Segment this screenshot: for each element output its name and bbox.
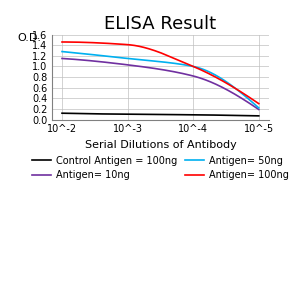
- Antigen= 10ng: [257, 108, 261, 111]
- Control Antigen = 100ng: [136, 112, 140, 116]
- X-axis label: Serial Dilutions of Antibody: Serial Dilutions of Antibody: [85, 140, 236, 150]
- Line: Antigen= 10ng: Antigen= 10ng: [62, 58, 259, 110]
- Control Antigen = 100ng: [60, 111, 64, 115]
- Control Antigen = 100ng: [140, 112, 143, 116]
- Antigen= 100ng: [136, 44, 140, 48]
- Text: O.D.: O.D.: [18, 33, 42, 43]
- Antigen= 10ng: [140, 65, 144, 68]
- Legend: Control Antigen = 100ng, Antigen= 10ng, Antigen= 50ng, Antigen= 100ng: Control Antigen = 100ng, Antigen= 10ng, …: [28, 152, 293, 184]
- Control Antigen = 100ng: [79, 112, 82, 116]
- Antigen= 50ng: [257, 106, 261, 110]
- Control Antigen = 100ng: [140, 112, 144, 116]
- Antigen= 50ng: [256, 106, 260, 109]
- Control Antigen = 100ng: [256, 114, 260, 118]
- Antigen= 50ng: [79, 52, 82, 55]
- Antigen= 100ng: [140, 45, 143, 49]
- Antigen= 50ng: [91, 53, 95, 56]
- Antigen= 10ng: [60, 57, 64, 60]
- Antigen= 50ng: [140, 58, 144, 62]
- Antigen= 10ng: [91, 59, 95, 63]
- Antigen= 10ng: [140, 65, 143, 68]
- Antigen= 100ng: [79, 40, 82, 44]
- Antigen= 10ng: [256, 107, 260, 111]
- Antigen= 100ng: [140, 45, 144, 49]
- Line: Antigen= 50ng: Antigen= 50ng: [62, 52, 259, 108]
- Antigen= 100ng: [60, 40, 64, 44]
- Title: ELISA Result: ELISA Result: [104, 15, 217, 33]
- Antigen= 50ng: [140, 58, 143, 62]
- Line: Antigen= 100ng: Antigen= 100ng: [62, 42, 259, 104]
- Antigen= 50ng: [60, 50, 64, 53]
- Control Antigen = 100ng: [91, 112, 95, 116]
- Antigen= 100ng: [257, 102, 261, 105]
- Antigen= 100ng: [91, 41, 95, 44]
- Control Antigen = 100ng: [257, 114, 261, 118]
- Antigen= 10ng: [136, 64, 140, 68]
- Antigen= 50ng: [136, 58, 140, 61]
- Line: Control Antigen = 100ng: Control Antigen = 100ng: [62, 113, 259, 116]
- Antigen= 10ng: [79, 58, 82, 61]
- Antigen= 100ng: [256, 101, 260, 105]
